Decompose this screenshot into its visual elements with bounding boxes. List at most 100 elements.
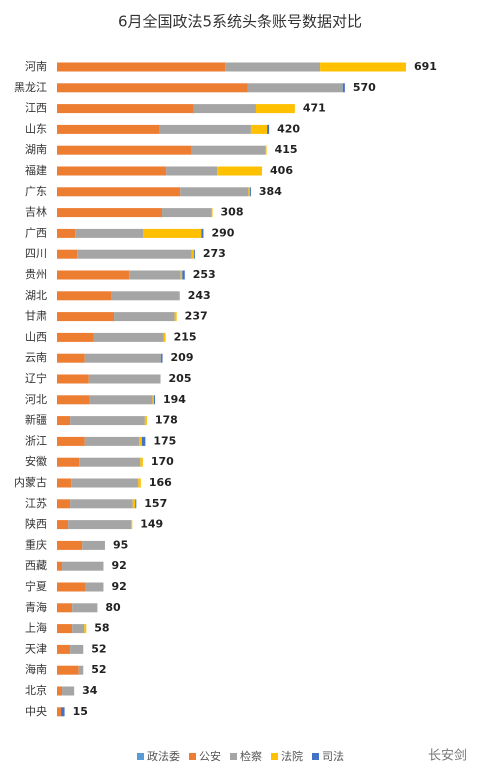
total-label: 253	[193, 268, 216, 281]
legend-label: 司法	[322, 749, 344, 763]
total-label: 34	[82, 684, 98, 697]
total-label: 406	[270, 164, 293, 177]
total-label: 205	[169, 372, 192, 385]
bar-segment	[131, 520, 133, 530]
bar-segment	[132, 499, 136, 509]
bar-segment	[138, 478, 141, 488]
bar-segment	[265, 145, 267, 155]
total-label: 194	[163, 393, 186, 406]
bar-segment	[57, 686, 63, 696]
bar-segment	[139, 436, 142, 446]
bar-segment	[255, 104, 295, 114]
bar-segment	[84, 624, 87, 634]
y-tick-label: 海南	[25, 662, 47, 676]
legend-swatch	[271, 753, 278, 760]
total-label: 149	[140, 518, 163, 531]
total-label: 215	[174, 330, 197, 343]
total-label: 175	[153, 434, 176, 447]
bar-segment	[57, 665, 79, 675]
legend-swatch	[189, 753, 196, 760]
bar-segment	[78, 665, 84, 675]
y-tick-label: 中央	[25, 705, 47, 718]
bar-segment	[57, 416, 71, 426]
y-tick-label: 云南	[25, 351, 47, 364]
bar-segment	[320, 62, 406, 72]
bar-segment	[225, 62, 321, 72]
bar-segment	[161, 353, 163, 363]
total-label: 92	[111, 580, 126, 593]
total-label: 58	[94, 622, 109, 635]
y-tick-label: 河南	[25, 60, 47, 73]
total-label: 170	[151, 455, 174, 468]
y-tick-label: 湖南	[25, 143, 47, 156]
bar-segment	[89, 395, 153, 405]
bar-segment	[85, 582, 104, 592]
bar-segment	[191, 145, 266, 155]
bar-segment	[111, 291, 180, 301]
y-tick-label: 四川	[25, 247, 47, 260]
y-tick-label: 山东	[25, 122, 47, 135]
bar-segment	[57, 436, 85, 446]
chart-title: 6月全国政法5系统头条账号数据对比	[118, 13, 362, 31]
total-label: 15	[73, 705, 88, 718]
bar-segment	[72, 624, 85, 634]
y-tick-label: 陕西	[25, 517, 47, 531]
bar-segment	[57, 145, 192, 155]
bar-segment	[62, 686, 75, 696]
y-tick-label: 广东	[25, 185, 47, 198]
bar-segment	[152, 395, 154, 405]
bar-segment	[174, 312, 177, 322]
total-label: 237	[185, 310, 208, 323]
bar-segment	[88, 374, 161, 384]
bar-segment	[84, 436, 140, 446]
y-tick-label: 浙江	[25, 434, 47, 447]
y-tick-label: 北京	[25, 683, 47, 697]
bar-segment	[248, 187, 250, 197]
bar-segment	[143, 228, 202, 238]
total-label: 471	[303, 102, 326, 115]
legend-swatch	[230, 753, 237, 760]
bar-segment	[57, 707, 62, 717]
bar-segment	[267, 124, 270, 134]
bar-segment	[249, 187, 251, 197]
bar-segment	[193, 104, 256, 114]
bar-segment	[57, 499, 71, 509]
bar-segment	[57, 582, 86, 592]
bar-segment	[72, 603, 98, 613]
total-label: 273	[203, 247, 226, 260]
bar-segment	[57, 624, 73, 634]
bar-segment	[84, 353, 162, 363]
y-tick-label: 上海	[25, 621, 47, 635]
bar-segment	[114, 312, 175, 322]
y-tick-label: 山西	[25, 330, 47, 343]
bar-segment	[166, 166, 218, 176]
legend-label: 法院	[281, 749, 303, 763]
total-label: 92	[111, 559, 126, 572]
bar-segment	[153, 395, 155, 405]
total-label: 290	[211, 226, 234, 239]
bar-segment	[70, 644, 84, 654]
total-label: 308	[221, 206, 244, 219]
bar-segment	[135, 499, 137, 509]
bar-segment	[57, 520, 69, 530]
y-tick-label: 江西	[25, 102, 47, 115]
total-label: 80	[105, 601, 121, 614]
bar-segment	[57, 644, 71, 654]
bar-segment	[57, 395, 90, 405]
legend-swatch	[312, 753, 319, 760]
bar-segment	[217, 166, 263, 176]
bar-segment	[57, 166, 167, 176]
total-label: 157	[144, 497, 167, 510]
total-label: 570	[353, 81, 376, 94]
total-label: 52	[91, 642, 106, 655]
bar-segment	[250, 124, 268, 134]
bar-segment	[57, 312, 115, 322]
total-label: 384	[259, 185, 282, 198]
y-tick-label: 天津	[25, 642, 47, 655]
total-label: 95	[113, 538, 128, 551]
y-tick-label: 黑龙江	[14, 81, 47, 94]
bar-segment	[129, 270, 181, 280]
bar-segment	[201, 228, 204, 238]
bar-segment	[82, 540, 105, 550]
